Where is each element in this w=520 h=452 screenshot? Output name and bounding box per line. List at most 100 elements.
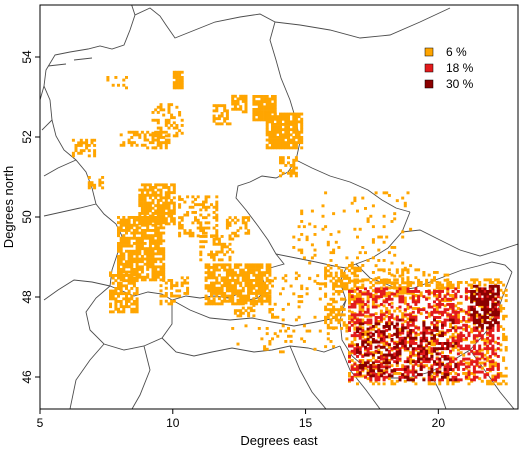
grid-cell <box>167 133 171 137</box>
grid-cell <box>244 298 248 302</box>
grid-cell <box>406 370 410 374</box>
grid-cell <box>387 377 391 381</box>
grid-cell <box>186 213 190 217</box>
grid-cell <box>435 339 439 343</box>
grid-cell <box>263 273 267 277</box>
grid-cell <box>462 327 466 331</box>
grid-cell <box>228 255 232 259</box>
grid-cell <box>441 355 444 358</box>
grid-cell <box>172 284 176 288</box>
grid-cell <box>212 226 216 230</box>
grid-cell <box>212 299 216 303</box>
grid-cell <box>433 343 436 347</box>
grid-cell <box>257 286 261 290</box>
grid-cell <box>371 340 375 344</box>
grid-cell <box>480 290 484 293</box>
grid-cell <box>125 244 128 248</box>
grid-cell <box>135 260 139 264</box>
grid-cell <box>441 283 444 287</box>
grid-cell <box>390 364 394 368</box>
grid-cell <box>443 323 447 327</box>
grid-cell <box>403 342 407 345</box>
grid-cell <box>377 329 381 332</box>
grid-cell <box>361 286 365 290</box>
grid-cell <box>467 361 471 365</box>
grid-cell <box>265 123 269 126</box>
grid-cell <box>247 266 251 269</box>
grid-cell <box>233 279 237 282</box>
grid-cell <box>167 196 171 200</box>
grid-cell <box>446 365 450 369</box>
grid-cell <box>449 294 452 297</box>
grid-cell <box>366 292 370 296</box>
grid-cell <box>313 225 317 229</box>
y-tick-label: 46 <box>20 370 34 384</box>
grid-cell <box>329 274 333 278</box>
grid-cell <box>170 292 174 295</box>
grid-cell <box>300 248 304 252</box>
grid-cell <box>494 361 498 365</box>
grid-cell <box>353 334 357 338</box>
grid-cell <box>409 342 413 345</box>
grid-cell <box>464 323 468 327</box>
grid-cell <box>215 250 219 254</box>
grid-cell <box>478 290 482 293</box>
grid-cell <box>215 218 219 222</box>
grid-cell <box>284 112 288 116</box>
grid-cell <box>215 231 219 235</box>
grid-cell <box>449 316 452 319</box>
grid-cell <box>401 295 405 299</box>
grid-cell <box>146 193 150 197</box>
plot-frame <box>39 4 519 410</box>
grid-cell <box>406 326 410 330</box>
grid-cell <box>233 221 237 225</box>
grid-cell <box>146 273 150 277</box>
grid-cell <box>364 330 367 334</box>
grid-cell <box>332 287 336 291</box>
grid-cell <box>504 314 508 318</box>
grid-cell <box>231 289 235 293</box>
grid-cell <box>244 221 248 225</box>
grid-cell <box>156 105 160 109</box>
grid-cell <box>257 284 261 288</box>
grid-cell <box>178 294 182 298</box>
grid-cell <box>167 138 171 142</box>
grid-cell <box>233 266 237 269</box>
grid-cell <box>135 231 139 235</box>
grid-cell <box>454 375 458 379</box>
grid-cell <box>260 337 264 341</box>
grid-cell <box>265 268 269 272</box>
grid-cell <box>292 136 296 139</box>
grid-cell <box>454 325 458 329</box>
grid-cell <box>294 130 298 134</box>
grid-cell <box>159 239 163 243</box>
grid-cell <box>348 281 351 284</box>
grid-cell <box>401 375 405 379</box>
grid-cell <box>390 297 394 301</box>
grid-cell <box>427 314 431 318</box>
grid-cell <box>387 359 391 362</box>
grid-cell <box>361 305 365 309</box>
grid-cell <box>140 239 144 243</box>
grid-cell <box>371 289 375 293</box>
grid-cell <box>441 347 444 351</box>
grid-cell <box>472 281 476 284</box>
grid-cell <box>127 292 131 296</box>
grid-cell <box>140 201 144 205</box>
grid-cell <box>467 296 471 300</box>
grid-cell <box>387 303 391 306</box>
grid-cell <box>456 339 460 343</box>
grid-cell <box>111 281 115 285</box>
grid-cell <box>289 138 293 142</box>
grid-cell <box>379 303 383 306</box>
grid-cell <box>324 271 328 275</box>
grid-cell <box>170 286 174 290</box>
grid-cell <box>398 339 402 343</box>
grid-cell <box>427 292 431 296</box>
grid-cell <box>430 349 434 353</box>
grid-cell <box>337 308 341 312</box>
grid-cell <box>265 105 269 109</box>
grid-cell <box>414 300 418 304</box>
grid-cell <box>356 278 359 282</box>
grid-cell <box>204 263 208 267</box>
